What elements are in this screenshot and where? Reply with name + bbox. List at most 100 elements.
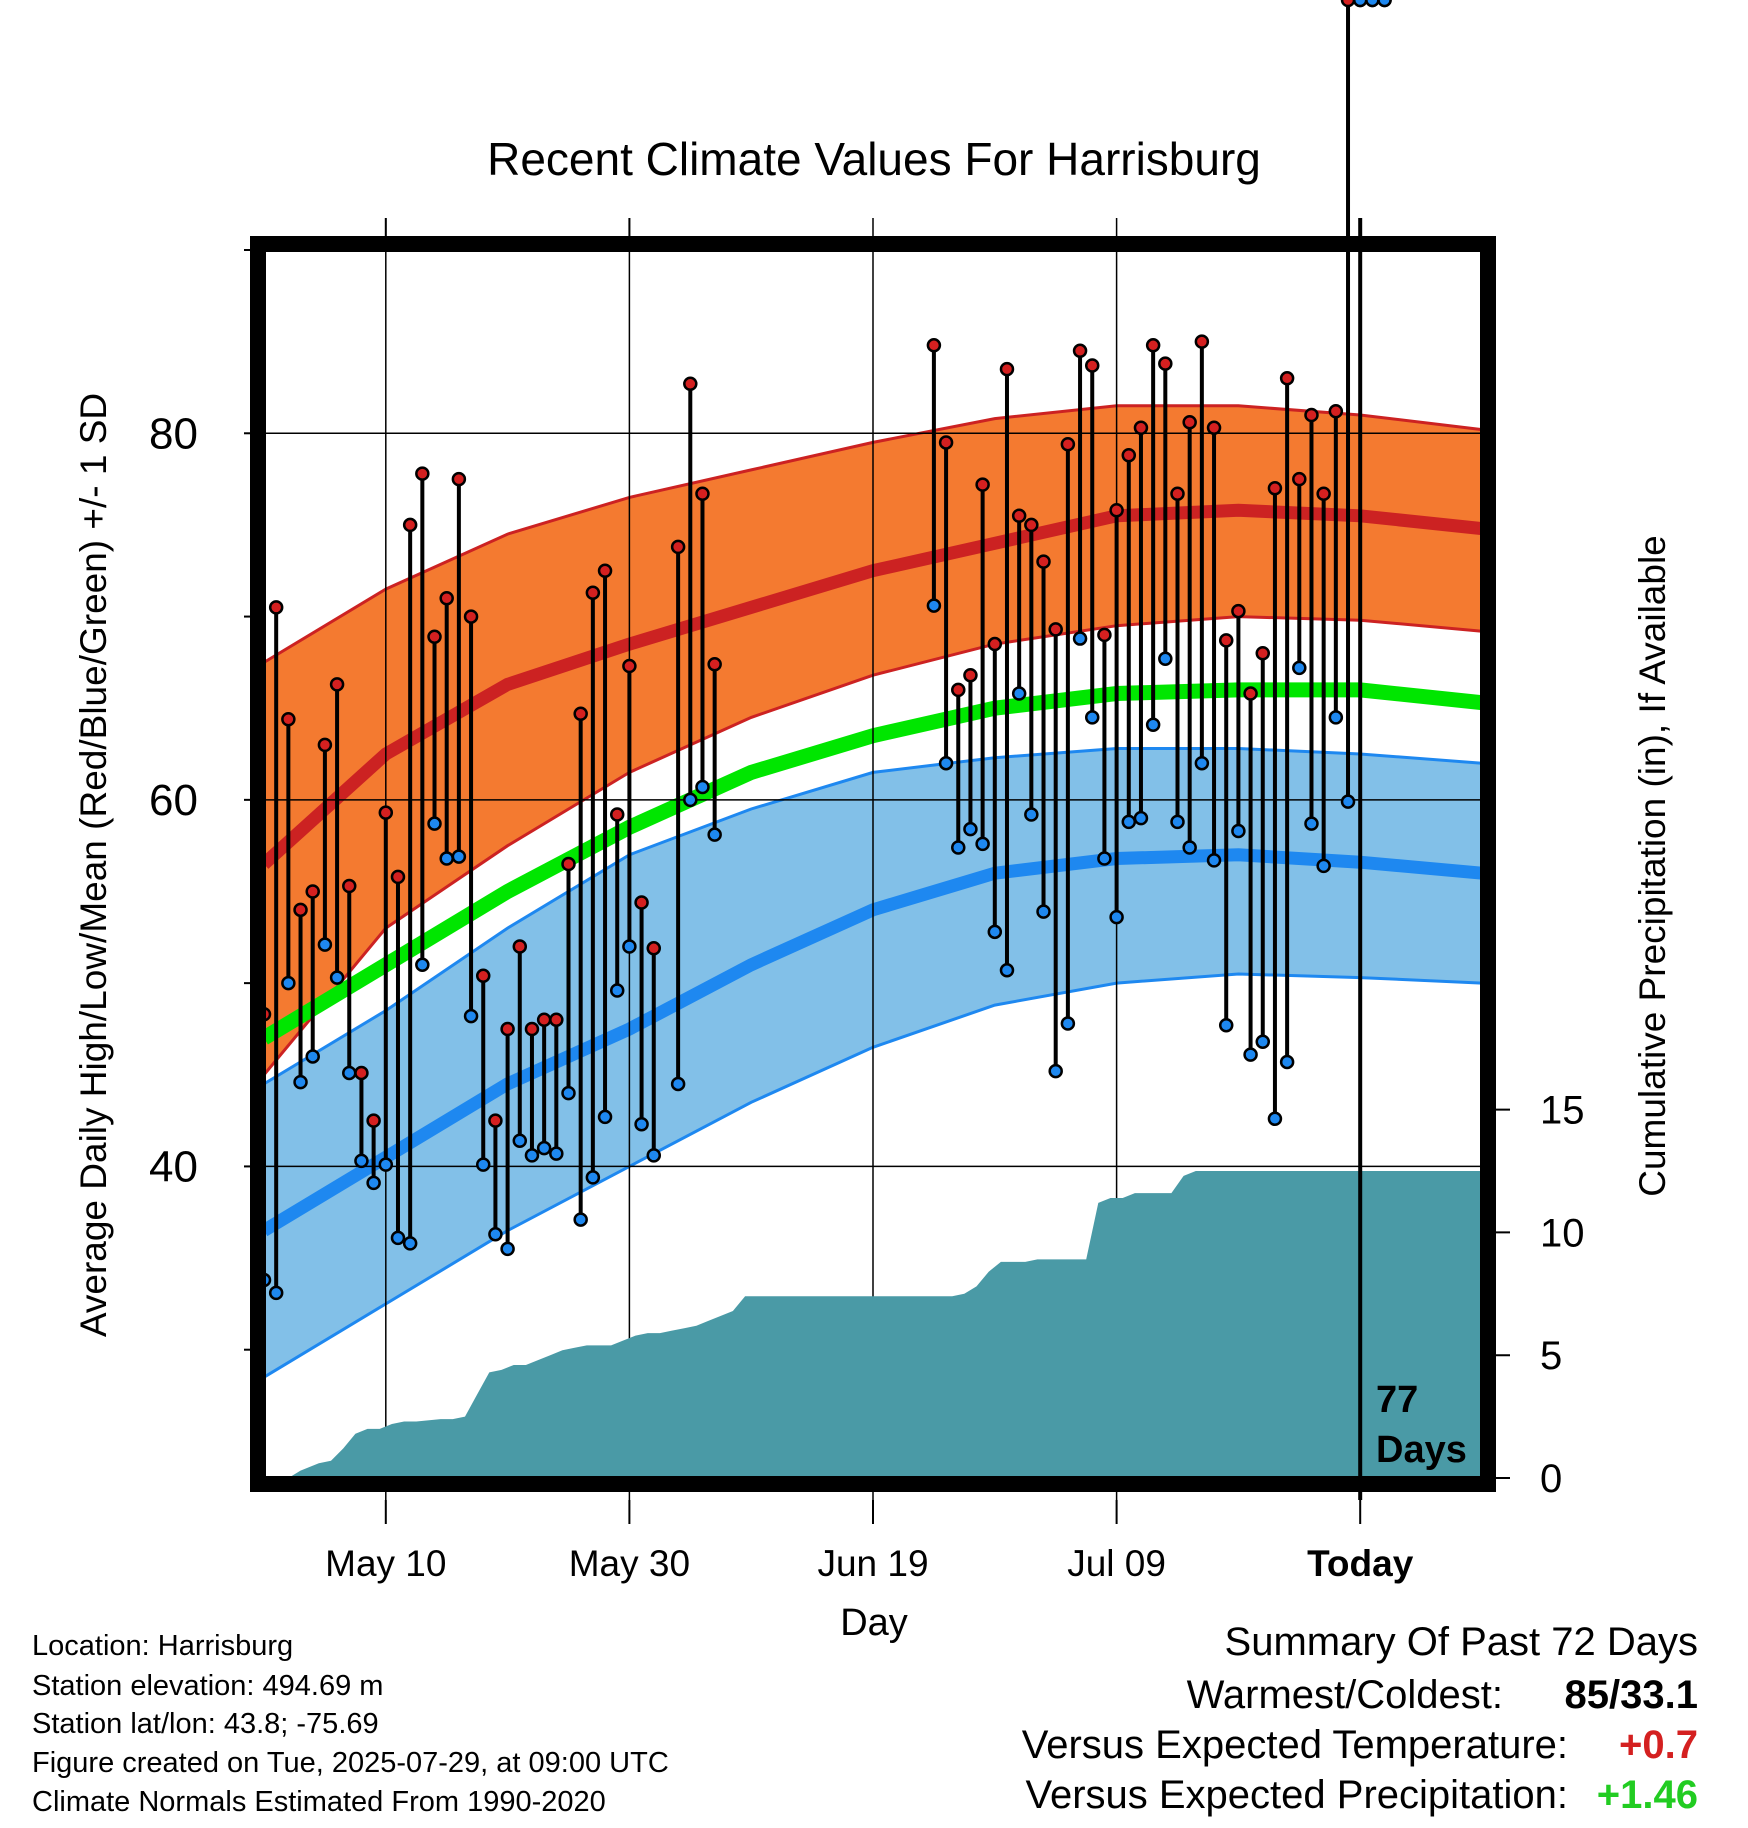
daily-low-point [609,983,625,998]
daily-low-point [439,851,454,866]
cumulative-precipitation-area [288,1171,1482,1478]
x-tick-label: Jul 09 [1067,1543,1166,1584]
y-tick-label: 60 [149,776,198,825]
daily-low-point [634,1117,649,1132]
daily-high-point [683,376,698,392]
daily-low-point [549,1146,564,1161]
daily-high-point [281,711,296,727]
daily-low-point [1218,1018,1234,1033]
daily-high-point [1048,622,1063,637]
daily-low-point [670,1076,686,1092]
daily-high-point [463,609,479,624]
daily-high-point [1231,603,1246,619]
daily-low-point [1145,717,1161,732]
daily-low-point [1024,807,1039,822]
daily-low-point [695,779,710,795]
daily-low-point [1292,660,1307,676]
daily-low-point [1048,1063,1063,1079]
info-location: Location: Harrisburg [32,1630,294,1662]
daily-high-point [1255,645,1271,661]
daily-high-point [366,1113,381,1128]
daily-high-point [646,941,662,956]
daily-high-point [1218,633,1234,648]
daily-low-point [500,1241,515,1257]
daily-high-point [561,856,576,872]
precipitation-layer [288,1171,1482,1478]
daily-low-point [561,1085,576,1101]
daily-low-point [329,970,345,985]
y2-tick-label: 10 [1540,1211,1585,1255]
daily-high-point [512,939,528,954]
info-normals: Climate Normals Estimated From 1990-2020 [32,1786,606,1818]
y-tick-label: 80 [149,409,198,458]
daily-high-point [1340,0,1356,8]
daily-high-point [500,1021,515,1037]
daily-high-point [1145,338,1161,353]
daily-high-point [1316,486,1331,502]
daily-high-point [268,600,284,615]
plot-frame [250,218,1496,1500]
daily-high-point [634,895,649,910]
daily-low-point [938,755,954,771]
daily-high-point [1133,420,1149,436]
daily-high-point [1206,420,1222,436]
daily-low-point [707,827,722,842]
y2-tick-label: 5 [1540,1334,1562,1378]
daily-low-point [1072,631,1088,646]
daily-high-point [390,869,406,885]
daily-high-point [451,471,467,487]
y-tick-label: 40 [149,1142,198,1191]
daily-low-point [1377,0,1392,8]
x-tick-label: May 30 [569,1543,690,1584]
daily-low-point [1267,1111,1283,1127]
daily-high-point [475,968,491,984]
daily-high-point [938,435,954,450]
daily-high-point [549,1012,564,1028]
daily-low-point [317,937,333,952]
daily-low-point [646,1148,662,1163]
daily-low-point [512,1133,528,1149]
daily-high-point [951,682,966,698]
y-axis-label: Average Daily High/Low/Mean (Red/Blue/Gr… [73,393,114,1337]
chart-title: Recent Climate Values For Harrisburg [487,133,1261,185]
daily-high-point [670,539,686,555]
daily-high-point [999,361,1015,377]
today-count-label: 77 [1376,1379,1418,1421]
daily-low-point [1194,755,1210,771]
daily-low-point [536,1140,552,1156]
daily-low-point [1328,710,1344,725]
daily-low-point [1206,853,1222,868]
daily-low-point [305,1049,320,1064]
daily-low-point [427,816,442,831]
daily-high-point [1170,486,1185,502]
daily-low-point [951,840,966,855]
daily-low-point [987,924,1003,940]
daily-high-point [305,884,320,899]
daily-low-point [1279,1054,1295,1070]
daily-high-point [1109,503,1124,518]
daily-low-point [1304,816,1319,831]
daily-low-point [1133,810,1149,826]
daily-low-point [926,598,942,613]
daily-low-point [463,1008,479,1024]
daily-low-point [366,1175,381,1191]
daily-high-point [1194,334,1210,349]
daily-high-point [1328,404,1344,419]
daily-high-point [1279,371,1295,386]
daily-high-point [573,706,588,721]
summary-precip-value: +1.46 [1596,1773,1698,1817]
daily-low-point [999,963,1015,978]
observation-layer [256,0,1392,1301]
daily-high-point [415,466,430,481]
daily-low-point [683,792,698,808]
summary-warm-cold-label: Warmest/Coldest: [1186,1673,1503,1717]
daily-high-point [1304,407,1319,423]
daily-low-point [1243,1047,1258,1062]
summary-precip-label: Versus Expected Precipitation: [1025,1773,1568,1817]
daily-low-point [1255,1034,1271,1050]
daily-low-point [573,1212,588,1227]
daily-low-point [488,1226,503,1242]
daily-low-point [378,1157,394,1172]
daily-low-point [1352,0,1368,8]
daily-high-point [1097,627,1112,643]
